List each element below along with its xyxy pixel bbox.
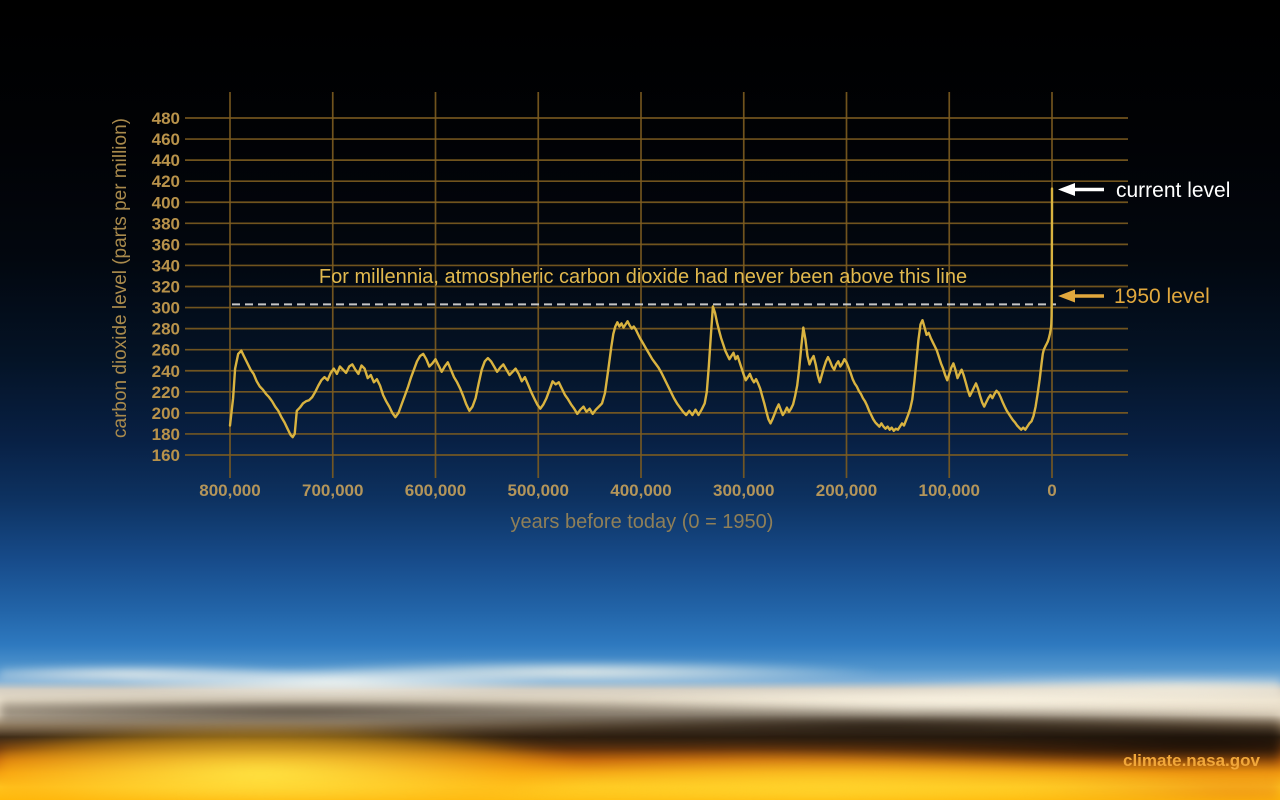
threshold-note: For millennia, atmospheric carbon dioxid… — [318, 266, 968, 288]
y-tick-label: 340 — [152, 256, 180, 275]
current-level-label: current level — [1116, 179, 1231, 202]
x-tick-label: 300,000 — [713, 481, 774, 500]
x-tick-label: 200,000 — [816, 481, 877, 500]
x-axis-title: years before today (0 = 1950) — [510, 511, 774, 533]
y-tick-label: 200 — [152, 404, 180, 423]
y-tick-label: 220 — [152, 383, 180, 402]
y-axis-title: carbon dioxide level (parts per million) — [110, 118, 131, 438]
y-tick-label: 180 — [152, 425, 180, 444]
y-tick-label: 380 — [152, 214, 180, 233]
y-tick-label: 260 — [152, 341, 180, 360]
y-tick-label: 360 — [152, 235, 180, 254]
y-tick-label: 480 — [152, 109, 180, 128]
co2-data-line — [228, 187, 1054, 439]
y-tick-label: 300 — [152, 299, 180, 318]
current-level-arrow-head — [1058, 183, 1075, 197]
y-tick-label: 160 — [152, 446, 180, 465]
1950-level-label: 1950 level — [1114, 285, 1210, 308]
y-tick-label: 320 — [152, 278, 180, 297]
x-tick-label: 400,000 — [610, 481, 671, 500]
x-tick-label: 600,000 — [405, 481, 466, 500]
y-tick-label: 240 — [152, 362, 180, 381]
x-tick-label: 800,000 — [199, 481, 260, 500]
y-tick-label: 280 — [152, 320, 180, 339]
1950-level-arrow-head — [1058, 289, 1075, 303]
y-tick-label: 420 — [152, 172, 180, 191]
site-watermark: climate.nasa.gov — [1122, 751, 1260, 770]
y-tick-label: 460 — [152, 130, 180, 149]
x-tick-label: 100,000 — [919, 481, 980, 500]
y-tick-label: 400 — [152, 193, 180, 212]
y-tick-label: 440 — [152, 151, 180, 170]
x-tick-label: 500,000 — [508, 481, 569, 500]
x-tick-label: 700,000 — [302, 481, 363, 500]
x-tick-label: 0 — [1047, 481, 1056, 500]
